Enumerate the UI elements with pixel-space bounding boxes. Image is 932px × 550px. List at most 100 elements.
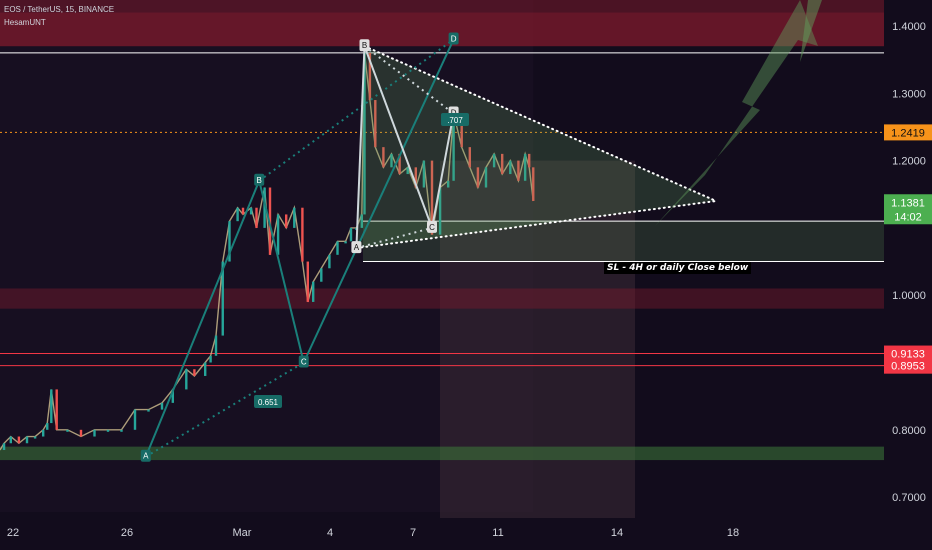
candle [276, 214, 280, 255]
price-tag-label: 0.9133 [891, 349, 925, 361]
range-shade [440, 160, 635, 531]
candle [398, 153, 401, 175]
point-label-D: D [451, 34, 457, 43]
x-tick-label: 22 [7, 527, 19, 539]
point-marker-A [351, 241, 362, 254]
candle [328, 254, 331, 269]
candle [523, 153, 527, 181]
candle [363, 52, 366, 215]
pattern-leg [302, 39, 455, 363]
candle [452, 113, 455, 181]
candle [193, 369, 196, 376]
candle [312, 281, 315, 302]
zone-demand-3 [363, 221, 884, 262]
pattern-diagonal-ac [145, 361, 305, 458]
symbol-title[interactable]: EOS / TetherUS, 15, BINANCE [4, 5, 115, 14]
point-label-C: C [301, 358, 307, 367]
point-label-A: A [354, 243, 360, 252]
candle [263, 187, 266, 228]
candle [255, 207, 258, 228]
candle [492, 153, 496, 168]
x-tick-label: 7 [410, 527, 416, 539]
y-tick-label: 0.7000 [892, 492, 926, 504]
harmonic-pattern-1: A B C D 0.651 [140, 32, 459, 462]
candle [476, 167, 480, 188]
zone-top-resistance [0, 0, 884, 47]
x-tick-label: Mar [233, 527, 252, 539]
point-marker-D [448, 32, 459, 45]
candle [17, 436, 21, 444]
candle [336, 241, 339, 255]
candle [368, 52, 372, 101]
candle [221, 261, 224, 336]
candle [501, 153, 504, 175]
candle [390, 153, 393, 168]
y-tick-label: 1.2000 [892, 156, 926, 168]
candle [25, 436, 29, 444]
pattern-diagonal-bd [363, 45, 455, 115]
candle [528, 153, 531, 168]
candle [320, 268, 323, 282]
pattern-diagonal-bd [258, 38, 455, 182]
price-tag-label: 1.1381 [891, 197, 925, 209]
x-tick-label: 26 [121, 527, 133, 539]
candle [46, 423, 49, 430]
candle [406, 167, 409, 175]
candle [306, 261, 309, 302]
candle [33, 436, 37, 439]
candle [447, 180, 450, 188]
candle [285, 214, 288, 228]
candle [360, 214, 363, 228]
candle [349, 227, 353, 242]
pattern-leg [431, 113, 455, 229]
candle [344, 241, 347, 244]
target-arrow [655, 0, 818, 226]
point-marker-B [359, 39, 370, 52]
candle [249, 207, 253, 215]
point-marker-C [427, 220, 437, 233]
ratio-label: 0.651 [258, 398, 279, 407]
triangle-lower-line [355, 199, 717, 250]
point-marker-B [254, 173, 265, 186]
candle [382, 147, 385, 168]
y-tick-label: 1.0000 [892, 290, 926, 302]
candle [50, 389, 53, 424]
triangle-fill [356, 46, 716, 249]
pattern-leg [258, 180, 305, 363]
pattern-leg [355, 46, 366, 249]
pattern-leg [144, 180, 261, 458]
candle [120, 429, 123, 432]
point-marker-C [298, 355, 309, 368]
point-label-B: B [257, 176, 262, 185]
candle [438, 187, 442, 235]
candle [414, 167, 417, 188]
stop-loss-note: SL - 4H or daily Close below [604, 262, 752, 274]
candle [509, 160, 512, 175]
candle [301, 207, 304, 262]
price-tag-label: 0.8953 [891, 361, 925, 373]
candle [160, 402, 164, 410]
zone-resistance-1 [0, 288, 884, 309]
point-marker-A [140, 449, 151, 462]
candle [228, 221, 231, 262]
price-tag-bg [884, 194, 932, 225]
author-name: HesamUNT [4, 18, 46, 27]
candle [532, 167, 535, 201]
time-axis-bg [0, 518, 932, 550]
point-label-B: B [362, 41, 367, 50]
harmonic-pattern-2: A B C D.707 [351, 39, 469, 254]
candle [430, 160, 434, 235]
candle [106, 429, 110, 432]
y-tick-label: 0.8000 [892, 425, 926, 437]
target-arrow-2 [800, 0, 822, 62]
candle [484, 167, 488, 188]
ratio-box [441, 113, 469, 126]
ratio-label: .707 [447, 116, 463, 125]
pattern-leg [363, 45, 433, 229]
candle [171, 389, 174, 403]
